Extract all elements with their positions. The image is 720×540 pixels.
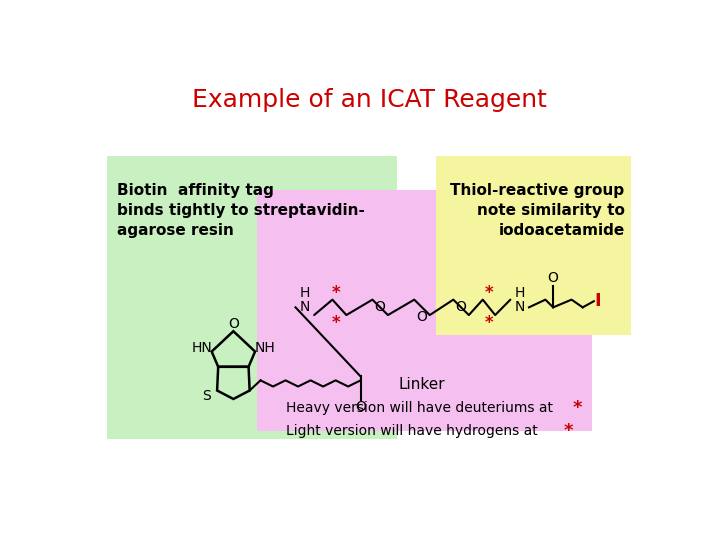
Text: Heavy version will have deuteriums at: Heavy version will have deuteriums at <box>287 401 558 415</box>
Text: O: O <box>417 309 428 323</box>
Text: O: O <box>456 300 467 314</box>
Text: Thiol-reactive group
note similarity to
iodoacetamide: Thiol-reactive group note similarity to … <box>451 183 624 238</box>
Text: H: H <box>515 287 525 300</box>
Text: Light version will have hydrogens at: Light version will have hydrogens at <box>286 424 541 438</box>
Text: Example of an ICAT Reagent: Example of an ICAT Reagent <box>192 88 546 112</box>
Text: O: O <box>228 318 239 332</box>
Text: *: * <box>331 314 340 332</box>
Bar <box>258 190 593 431</box>
Text: Linker: Linker <box>399 377 446 393</box>
Text: *: * <box>572 399 582 417</box>
Text: *: * <box>485 314 493 332</box>
Text: H: H <box>300 287 310 300</box>
Text: S: S <box>202 389 211 403</box>
Bar <box>436 156 631 335</box>
Text: O: O <box>355 400 366 414</box>
Text: NH: NH <box>254 341 275 355</box>
Text: HN: HN <box>192 341 212 355</box>
Text: O: O <box>374 300 386 314</box>
Text: *: * <box>331 285 340 302</box>
Text: N: N <box>515 300 525 314</box>
Text: *: * <box>564 422 574 440</box>
Bar <box>107 156 397 439</box>
Text: *: * <box>485 285 493 302</box>
Text: N: N <box>300 300 310 314</box>
Text: I: I <box>595 292 601 310</box>
Text: O: O <box>548 271 559 285</box>
Text: Biotin  affinity tag
binds tightly to streptavidin-
agarose resin: Biotin affinity tag binds tightly to str… <box>117 183 364 238</box>
